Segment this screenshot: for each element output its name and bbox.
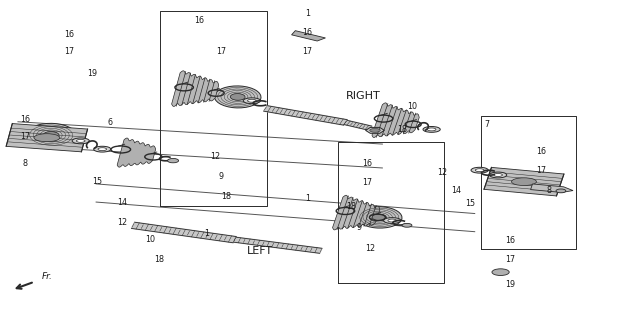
- Text: 17: 17: [302, 47, 312, 56]
- Text: 7: 7: [484, 120, 490, 130]
- Ellipse shape: [215, 86, 261, 108]
- Polygon shape: [365, 127, 384, 133]
- Text: 16: 16: [302, 28, 312, 37]
- Text: LEFT: LEFT: [247, 246, 273, 256]
- Text: 14: 14: [451, 186, 462, 195]
- Text: 16: 16: [65, 30, 75, 39]
- Text: 10: 10: [407, 102, 417, 111]
- Text: 16: 16: [536, 147, 546, 156]
- Text: 18: 18: [347, 202, 357, 211]
- Polygon shape: [172, 71, 219, 107]
- Text: 10: 10: [145, 235, 155, 244]
- Ellipse shape: [489, 172, 507, 178]
- Polygon shape: [233, 237, 322, 253]
- Text: 17: 17: [536, 166, 546, 175]
- Text: 16: 16: [505, 236, 515, 245]
- Ellipse shape: [556, 189, 566, 193]
- Text: 12: 12: [210, 152, 221, 161]
- Ellipse shape: [26, 123, 76, 147]
- Polygon shape: [263, 106, 347, 125]
- Ellipse shape: [428, 128, 436, 131]
- Text: 17: 17: [216, 47, 226, 56]
- Text: 18: 18: [154, 255, 165, 264]
- Ellipse shape: [423, 126, 441, 132]
- Text: 17: 17: [505, 255, 515, 264]
- Text: 1: 1: [305, 194, 310, 203]
- Ellipse shape: [247, 99, 256, 102]
- Ellipse shape: [168, 158, 178, 163]
- Polygon shape: [292, 31, 325, 41]
- Polygon shape: [6, 124, 88, 152]
- Polygon shape: [531, 184, 573, 192]
- Text: 1: 1: [305, 9, 310, 18]
- Text: 15: 15: [465, 199, 476, 208]
- Polygon shape: [131, 222, 236, 243]
- Ellipse shape: [43, 132, 59, 139]
- Text: 6: 6: [108, 118, 113, 127]
- Ellipse shape: [370, 128, 380, 132]
- Text: 8: 8: [23, 159, 28, 168]
- Text: 18: 18: [397, 125, 407, 134]
- Ellipse shape: [357, 207, 402, 228]
- Text: Fr.: Fr.: [42, 272, 53, 281]
- Ellipse shape: [388, 219, 397, 222]
- Text: 12: 12: [117, 218, 127, 227]
- Text: 16: 16: [20, 115, 30, 124]
- Ellipse shape: [372, 214, 386, 220]
- Text: 16: 16: [363, 159, 373, 168]
- Ellipse shape: [384, 218, 401, 223]
- Ellipse shape: [492, 269, 509, 276]
- Ellipse shape: [511, 178, 536, 186]
- Text: 17: 17: [20, 132, 30, 140]
- Text: 14: 14: [117, 197, 127, 206]
- Ellipse shape: [72, 138, 89, 144]
- Polygon shape: [117, 138, 155, 167]
- Ellipse shape: [34, 134, 60, 142]
- Text: 17: 17: [65, 46, 75, 56]
- Text: RIGHT: RIGHT: [346, 91, 380, 101]
- Ellipse shape: [494, 173, 502, 176]
- Text: 17: 17: [363, 179, 373, 188]
- Text: 19: 19: [87, 69, 97, 78]
- Ellipse shape: [77, 140, 85, 142]
- Ellipse shape: [243, 98, 260, 104]
- Polygon shape: [333, 195, 380, 230]
- Polygon shape: [372, 103, 419, 138]
- Text: 15: 15: [93, 177, 102, 186]
- Ellipse shape: [230, 94, 245, 100]
- Ellipse shape: [402, 223, 412, 227]
- Text: 9: 9: [218, 172, 223, 181]
- Ellipse shape: [475, 169, 484, 172]
- Text: 18: 18: [221, 192, 231, 201]
- Ellipse shape: [94, 146, 111, 152]
- Ellipse shape: [471, 167, 488, 173]
- Text: 1: 1: [204, 229, 209, 238]
- Text: 12: 12: [437, 168, 448, 177]
- Text: 8: 8: [546, 186, 551, 195]
- Text: 12: 12: [365, 244, 375, 253]
- Ellipse shape: [98, 148, 107, 151]
- Text: 16: 16: [194, 16, 204, 25]
- Polygon shape: [344, 120, 372, 130]
- Text: 19: 19: [505, 280, 515, 289]
- Text: 9: 9: [357, 223, 362, 232]
- Polygon shape: [484, 167, 564, 196]
